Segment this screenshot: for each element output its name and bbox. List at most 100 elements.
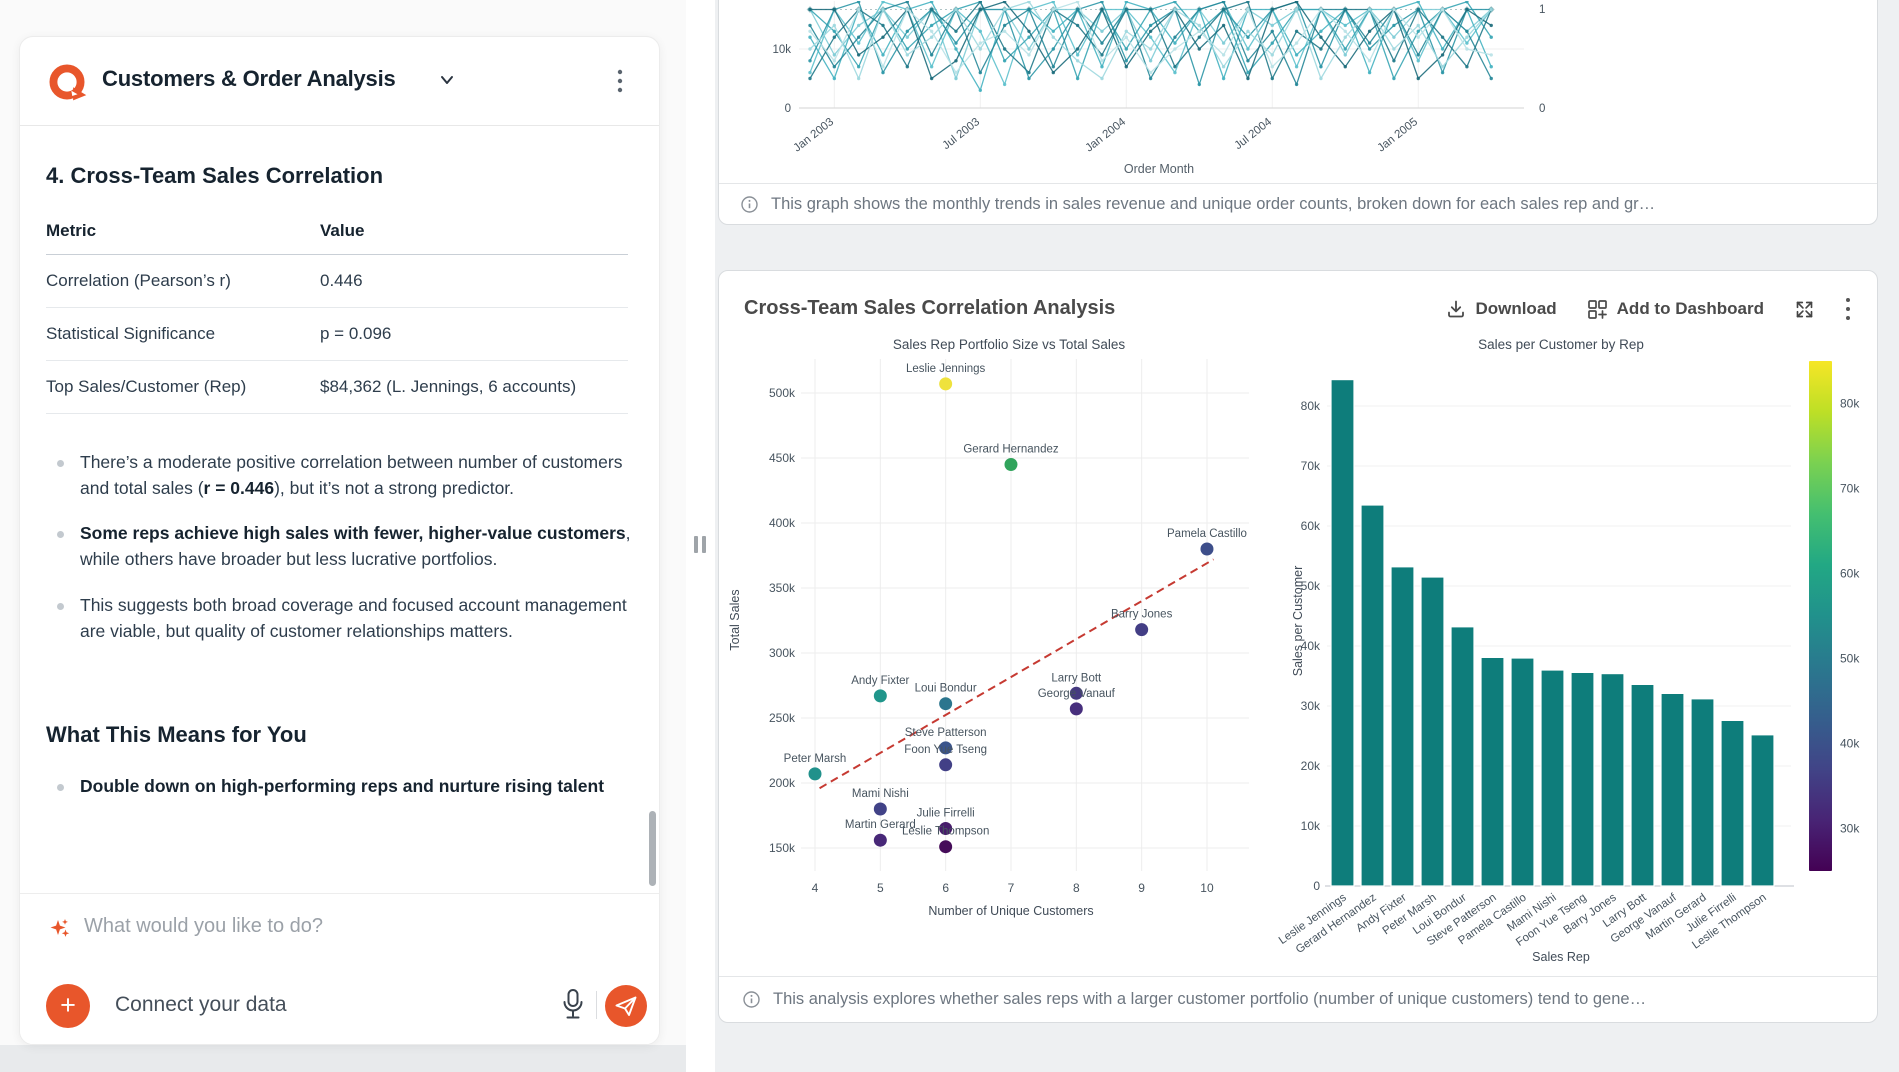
colorbar	[1809, 361, 1832, 871]
info-icon	[743, 991, 760, 1008]
svg-text:Number of Unique Customers: Number of Unique Customers	[928, 904, 1093, 918]
scatter-plot: Leslie Jennings Gerard Hernandez Pamela Ca…	[728, 337, 1249, 918]
metrics-table: Metric Value Correlation (Pearson’s r) 0.…	[46, 213, 628, 414]
svg-text:60k: 60k	[1301, 519, 1321, 533]
chat-title: Customers & Order Analysis	[102, 66, 396, 91]
add-to-dashboard-button[interactable]: Add to Dashboard	[1587, 299, 1764, 320]
list-item: This suggests both broad coverage and fo…	[57, 593, 633, 644]
svg-text:0: 0	[1313, 879, 1320, 893]
prompt-input[interactable]: What would you like to do?	[20, 893, 659, 961]
svg-text:400k: 400k	[769, 516, 796, 530]
svg-text:Andy Fixter: Andy Fixter	[851, 675, 909, 687]
svg-text:10k: 10k	[1301, 819, 1321, 833]
ai-sparkle-icon	[50, 919, 70, 937]
bottom-strip	[0, 1045, 686, 1072]
svg-text:Jul 2003: Jul 2003	[941, 116, 983, 152]
chart-caption: This analysis explores whether sales rep…	[773, 990, 1647, 1008]
table-row: Statistical Significance p = 0.096	[46, 307, 628, 361]
svg-text:70k: 70k	[1840, 482, 1860, 496]
insight-list: There’s a moderate positive correlation …	[46, 450, 633, 644]
svg-text:70k: 70k	[1301, 459, 1321, 473]
value-cell: $84,362 (L. Jennings, 6 accounts)	[320, 360, 628, 414]
svg-text:50k: 50k	[1840, 652, 1860, 666]
svg-text:80k: 80k	[1840, 397, 1860, 411]
add-to-dashboard-label: Add to Dashboard	[1616, 299, 1764, 318]
svg-text:Jul 2004: Jul 2004	[1232, 116, 1274, 153]
divider	[596, 991, 597, 1019]
svg-text:Steve Patterson: Steve Patterson	[905, 727, 987, 739]
svg-text:Jan 2004: Jan 2004	[1083, 116, 1128, 155]
svg-text:20k: 20k	[1301, 759, 1321, 773]
section-heading: 4. Cross-Team Sales Correlation	[46, 163, 384, 188]
card-kebab-button[interactable]	[1845, 297, 1851, 321]
svg-text:Martin Gerard: Martin Gerard	[845, 819, 916, 831]
chart-caption: This graph shows the monthly trends in s…	[771, 195, 1656, 213]
svg-text:Sales Rep Portfolio Size vs To: Sales Rep Portfolio Size vs Total Sales	[893, 337, 1126, 352]
chevron-down-icon[interactable]	[440, 75, 454, 85]
svg-text:Jan 2003: Jan 2003	[791, 116, 836, 155]
expand-icon	[1796, 301, 1813, 317]
svg-text:5: 5	[877, 881, 884, 895]
chat-panel: Customers & Order Analysis 4. Cross-Team…	[19, 36, 660, 1045]
svg-text:Total Sales: Total Sales	[728, 589, 742, 650]
table-header-row: Metric Value	[46, 213, 628, 255]
col-header-value: Value	[320, 213, 628, 255]
svg-text:Leslie Jennings: Leslie Jennings	[906, 363, 986, 375]
connect-data-button[interactable]: +	[46, 984, 90, 1028]
svg-text:Order Month: Order Month	[1124, 162, 1194, 176]
svg-text:Larry Bott: Larry Bott	[1051, 672, 1102, 684]
svg-text:George Vanauf: George Vanauf	[1038, 688, 1116, 700]
svg-text:Leslie Thompson: Leslie Thompson	[902, 826, 989, 838]
svg-text:300k: 300k	[769, 646, 796, 660]
svg-text:4: 4	[812, 881, 819, 895]
svg-text:250k: 250k	[769, 711, 796, 725]
svg-text:30k: 30k	[1301, 699, 1321, 713]
chart-caption-row: This analysis explores whether sales rep…	[719, 976, 1877, 1022]
value-cell: 0.446	[320, 254, 628, 308]
svg-text:150k: 150k	[769, 841, 796, 855]
card-actions: Download Add to Dashboard	[1446, 293, 1851, 325]
svg-text:Gerard Hernandez: Gerard Hernandez	[963, 444, 1058, 456]
panel-resize-handle[interactable]	[686, 0, 715, 1072]
kebab-menu-icon[interactable]	[612, 68, 628, 94]
svg-text:10k: 10k	[772, 44, 791, 56]
svg-text:40k: 40k	[1840, 737, 1860, 751]
send-button[interactable]	[605, 985, 647, 1027]
connect-data-label[interactable]: Connect your data	[115, 993, 287, 1016]
scrollbar-thumb[interactable]	[649, 811, 656, 886]
expand-button[interactable]	[1794, 299, 1815, 320]
svg-text:Sales Rep: Sales Rep	[1532, 950, 1590, 964]
svg-text:Sales per Customer: Sales per Customer	[1291, 566, 1305, 676]
svg-text:50k: 50k	[1301, 579, 1321, 593]
value-cell: p = 0.096	[320, 307, 628, 361]
list-item: Some reps achieve high sales with fewer,…	[57, 521, 633, 572]
svg-text:6: 6	[942, 881, 949, 895]
charts-workspace: 10k 0 1 0 Jan 2003 Jul 2003 Jan 2004 Jul 2004 Ja…	[715, 0, 1899, 1072]
chart-caption-row: This graph shows the monthly trends in s…	[719, 183, 1877, 225]
svg-text:450k: 450k	[769, 451, 796, 465]
svg-text:Sales per Customer by Rep: Sales per Customer by Rep	[1478, 337, 1644, 352]
metric-cell: Statistical Significance	[46, 307, 320, 361]
svg-text:350k: 350k	[769, 581, 796, 595]
svg-text:Pamela Castillo: Pamela Castillo	[1167, 528, 1247, 540]
takeaway-list: Double down on high-performing reps and …	[46, 774, 633, 800]
svg-text:0: 0	[785, 103, 791, 115]
list-item: Double down on high-performing reps and …	[57, 774, 633, 800]
correlation-analysis-card: Cross-Team Sales Correlation Analysis Do…	[718, 270, 1878, 1023]
svg-text:Jan 2005: Jan 2005	[1375, 116, 1420, 155]
chat-transcript[interactable]: 4. Cross-Team Sales Correlation Metric V…	[20, 126, 659, 893]
prompt-placeholder: What would you like to do?	[84, 915, 324, 937]
info-icon	[741, 196, 758, 213]
svg-text:80k: 80k	[1301, 399, 1321, 413]
download-button[interactable]: Download	[1446, 299, 1557, 319]
metric-cell: Top Sales/Customer (Rep)	[46, 360, 320, 414]
list-item: There’s a moderate positive correlation …	[57, 450, 633, 501]
svg-text:8: 8	[1073, 881, 1080, 895]
correlation-charts[interactable]: Leslie Jennings Gerard Hernandez Pamela Ca…	[719, 331, 1877, 976]
chat-header: Customers & Order Analysis	[20, 37, 659, 126]
microphone-icon[interactable]	[560, 988, 586, 1022]
svg-text:30k: 30k	[1840, 822, 1860, 836]
